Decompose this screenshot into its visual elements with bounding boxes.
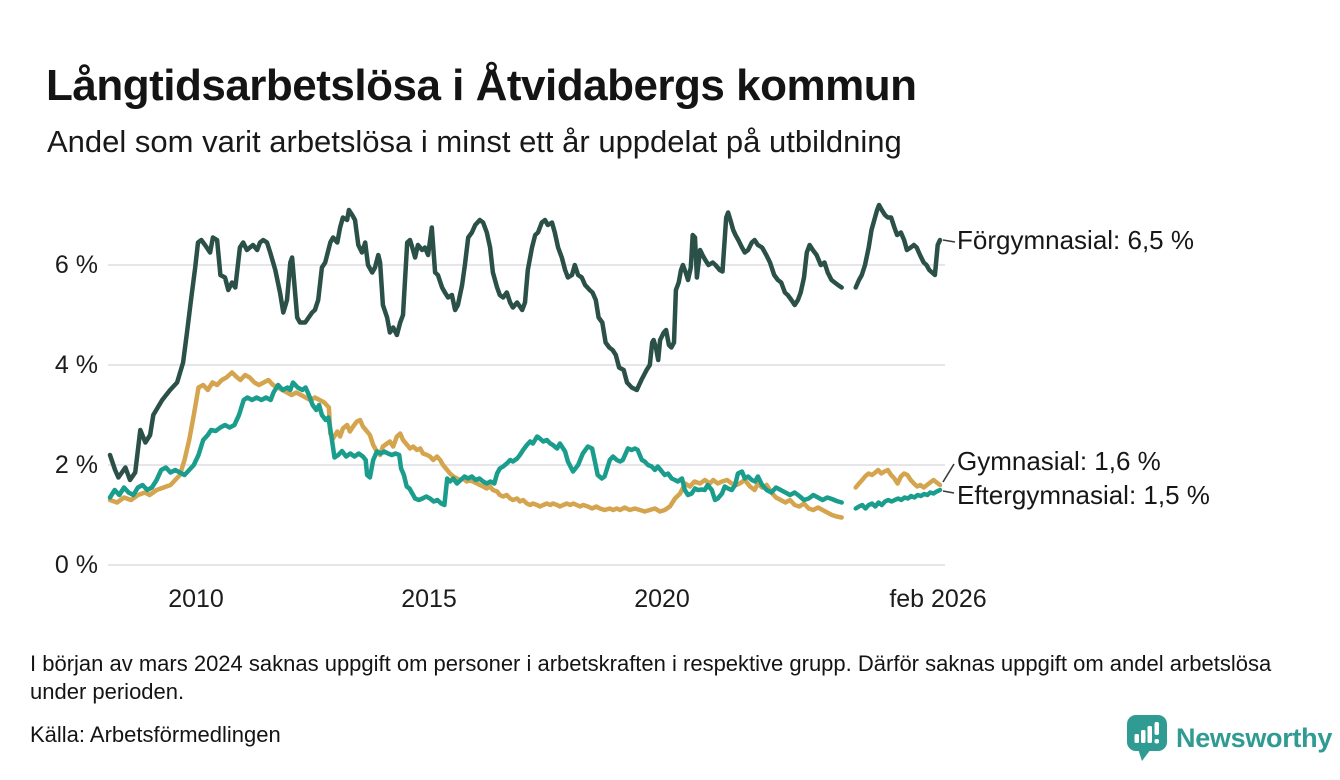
newsworthy-wordmark: Newsworthy <box>1176 722 1333 753</box>
series-label-forgymnasial: Förgymnasial: 6,5 % <box>957 225 1194 255</box>
page-title: Långtidsarbetslösa i Åtvidabergs kommun <box>46 61 917 111</box>
series-line-forgymnasial <box>853 202 943 290</box>
y-tick-label: 6 % <box>54 251 98 279</box>
label-connector-gymnasial <box>942 463 955 483</box>
label-connector-forgymnasial <box>942 239 956 243</box>
series-line-forgymnasial <box>107 207 844 483</box>
chart-subtitle: Andel som varit arbetslösa i minst ett å… <box>47 124 902 159</box>
y-tick-label: 0 % <box>54 551 98 579</box>
series-line-gymnasial <box>853 467 943 490</box>
x-tick-label: 2020 <box>634 585 690 613</box>
y-tick-label: 4 % <box>54 351 98 379</box>
label-connector-eftergymnasial <box>942 490 955 494</box>
series-label-gymnasial: Gymnasial: 1,6 % <box>957 446 1161 476</box>
x-tick-label: 2010 <box>168 585 224 613</box>
newsworthy-logo: Newsworthy <box>1126 714 1332 762</box>
series-label-eftergymnasial: Eftergymnasial: 1,5 % <box>957 480 1210 510</box>
footnote: I början av mars 2024 saknas uppgift om … <box>30 651 1272 704</box>
series-line-gymnasial <box>107 370 844 520</box>
x-tick-label: 2015 <box>401 585 457 613</box>
y-tick-label: 2 % <box>54 451 98 479</box>
newsworthy-logo-icon <box>1127 715 1167 761</box>
source-label: Källa: Arbetsförmedlingen <box>30 722 281 747</box>
series-line-eftergymnasial <box>853 487 943 511</box>
x-tick-label: feb 2026 <box>889 585 987 613</box>
series-line-eftergymnasial <box>107 380 844 508</box>
